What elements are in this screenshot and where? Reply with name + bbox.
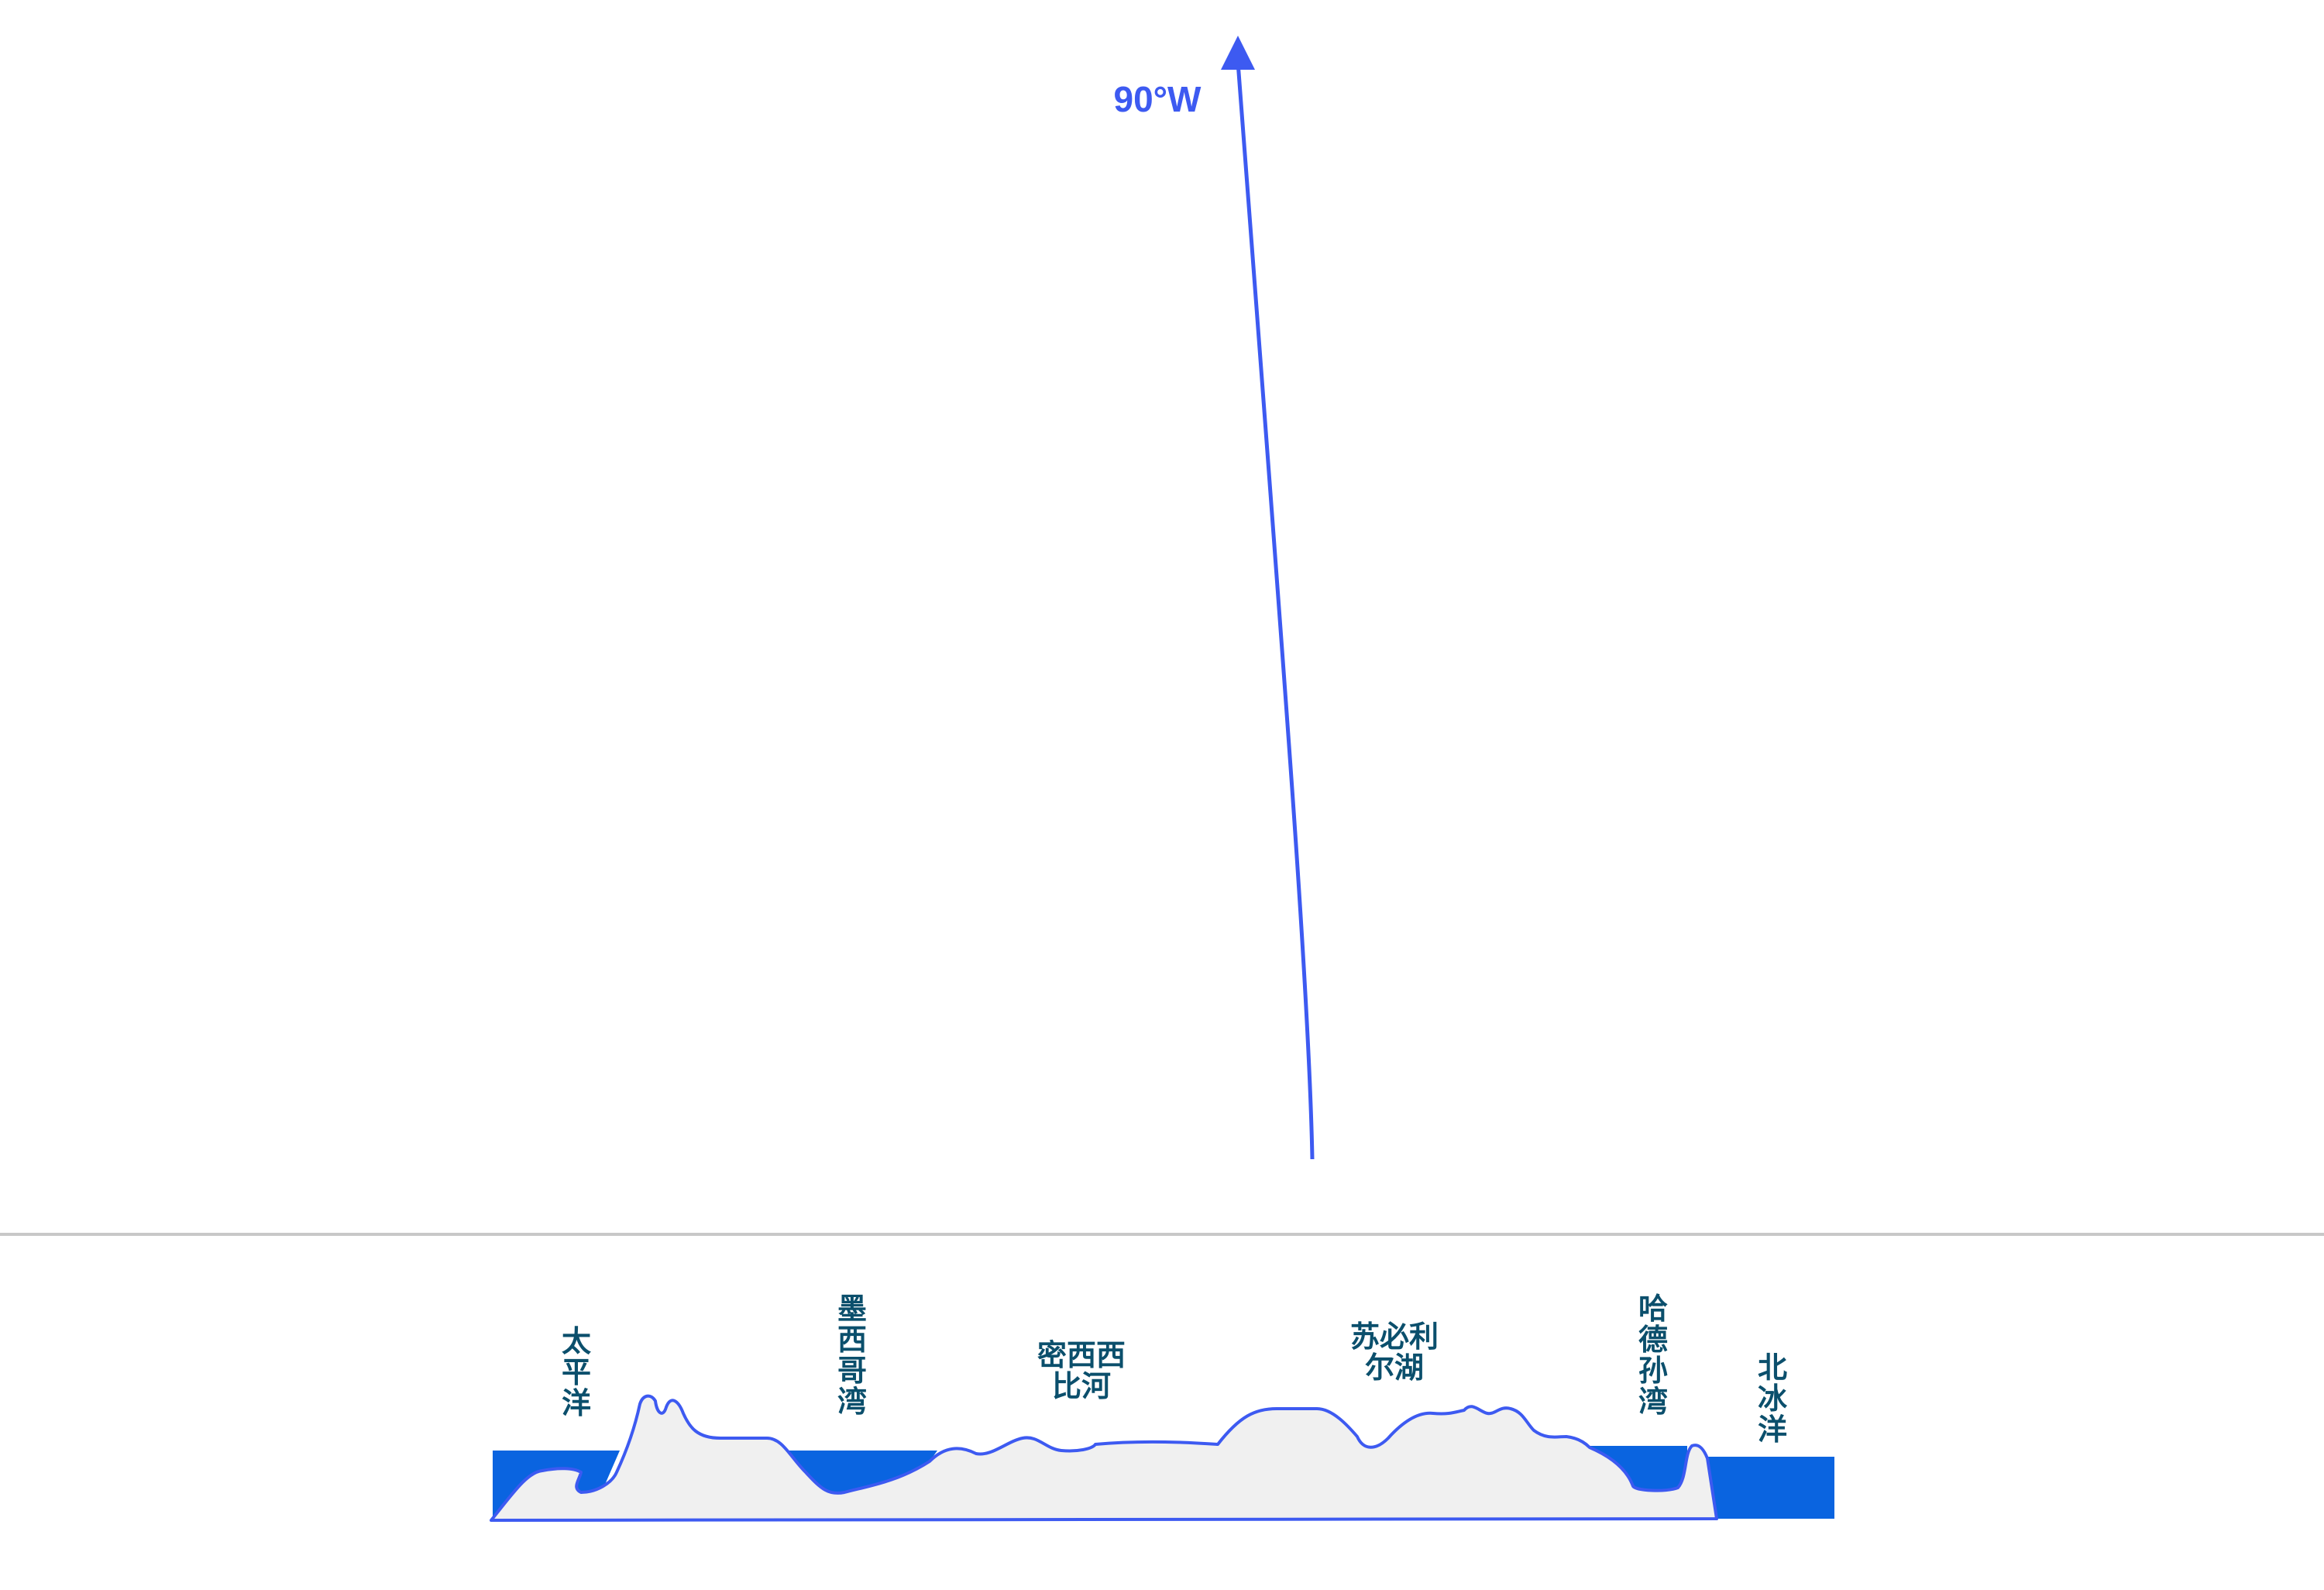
lake-superior-label-line: 尔湖: [1365, 1352, 1424, 1385]
pacific-ocean-label-line: 平: [562, 1357, 591, 1389]
hudson-bay-label-line: 湾: [1638, 1385, 1668, 1419]
meridian-label: 90°W: [1114, 79, 1202, 119]
mississippi-river-label-line: 密西西: [1037, 1340, 1126, 1372]
hudson-bay-label-line: 哈: [1638, 1293, 1668, 1326]
hudson-bay-label: 哈德孙湾: [1638, 1293, 1668, 1419]
land-profile: [490, 1394, 1718, 1522]
lake-superior-label-line: 苏必利: [1350, 1321, 1439, 1354]
pacific-ocean-label-line: 洋: [562, 1388, 591, 1420]
arctic-ocean-label-line: 北: [1758, 1352, 1787, 1385]
pacific-ocean-label-line: 太: [562, 1326, 591, 1358]
arctic-ocean-label: 北冰洋: [1758, 1352, 1788, 1447]
mississippi-river-label: 密西西比河: [1037, 1340, 1126, 1403]
gulf-of-mexico-label-line: 西: [837, 1324, 867, 1357]
gulf-of-mexico-label-line: 湾: [837, 1385, 867, 1419]
gulf-of-mexico-label-line: 哥: [837, 1355, 867, 1388]
gulf-of-mexico-label-line: 墨: [837, 1293, 867, 1326]
arctic-ocean-label-line: 洋: [1758, 1414, 1787, 1447]
lake-superior-label: 苏必利尔湖: [1350, 1321, 1439, 1385]
meridian-arrow: 90°W: [1114, 36, 1315, 1160]
pacific-ocean-label: 太平洋: [562, 1326, 591, 1420]
hudson-bay-label-line: 孙: [1638, 1355, 1668, 1388]
hudson-water: [1590, 1446, 1687, 1489]
gulf-of-mexico-label: 墨西哥湾: [837, 1293, 867, 1419]
gulf-water: [784, 1451, 937, 1495]
meridian-line: [1236, 61, 1315, 1160]
hudson-bay-label-line: 德: [1638, 1324, 1668, 1357]
arrowhead-icon: [1221, 36, 1255, 70]
mississippi-river-label-line: 比河: [1052, 1371, 1111, 1403]
arctic-water: [1704, 1457, 1834, 1519]
arctic-ocean-label-line: 冰: [1758, 1383, 1788, 1416]
